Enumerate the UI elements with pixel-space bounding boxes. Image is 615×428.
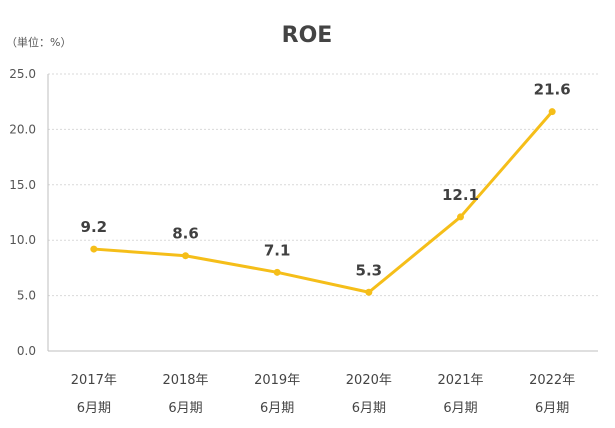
data-point xyxy=(90,245,98,253)
data-point xyxy=(365,288,373,296)
y-tick-label: 0.0 xyxy=(17,344,36,358)
y-tick-label: 10.0 xyxy=(9,233,36,247)
data-point xyxy=(457,213,464,221)
data-label: 21.6 xyxy=(534,81,571,99)
x-tick-label: 2019年 6月期 xyxy=(254,373,300,416)
x-tick-line: 2021年 xyxy=(437,373,483,388)
data-point xyxy=(182,252,189,260)
x-tick-line: 2020年 xyxy=(346,373,392,388)
x-tick-label: 2018年 6月期 xyxy=(162,373,208,416)
data-point xyxy=(273,268,281,276)
y-axis-ticks: 0.0 5.0 10.0 15.0 20.0 25.0 xyxy=(9,67,36,358)
y-tick-label: 5.0 xyxy=(17,289,36,303)
x-axis-ticks: 2017年 6月期 2018年 6月期 2019年 6月期 2020年 6月期 2021年 6月期… xyxy=(71,373,575,416)
x-tick-label: 2020年 6月期 xyxy=(346,373,392,416)
chart-title: ROE xyxy=(282,23,333,48)
data-label: 12.1 xyxy=(442,186,479,204)
data-label: 5.3 xyxy=(356,261,383,279)
x-tick-label: 2017年 6月期 xyxy=(71,373,117,416)
x-tick-line: 6月期 xyxy=(77,401,111,416)
unit-label: （単位：%） xyxy=(6,35,71,49)
x-tick-line: 2019年 xyxy=(254,373,300,388)
data-label: 9.2 xyxy=(81,218,108,236)
data-label: 7.1 xyxy=(264,241,291,259)
x-tick-line: 6月期 xyxy=(443,401,477,416)
x-tick-line: 6月期 xyxy=(535,401,569,416)
gridlines xyxy=(47,73,598,352)
x-tick-line: 6月期 xyxy=(168,401,202,416)
x-tick-line: 2022年 xyxy=(529,373,575,388)
y-tick-label: 25.0 xyxy=(9,67,36,81)
y-tick-label: 15.0 xyxy=(9,178,36,192)
x-tick-line: 6月期 xyxy=(352,401,386,416)
x-tick-line: 6月期 xyxy=(260,401,294,416)
x-tick-line: 2018年 xyxy=(162,373,208,388)
data-label: 8.6 xyxy=(172,225,199,243)
series-layer xyxy=(90,108,556,296)
y-tick-label: 20.0 xyxy=(9,122,36,136)
data-point xyxy=(548,108,556,116)
x-tick-line: 2017年 xyxy=(71,373,117,388)
x-tick-label: 2022年 6月期 xyxy=(529,373,575,416)
data-labels: 9.2 8.6 7.1 5.3 12.1 21.6 xyxy=(81,81,571,280)
x-tick-label: 2021年 6月期 xyxy=(437,373,483,416)
series-line xyxy=(93,110,554,294)
